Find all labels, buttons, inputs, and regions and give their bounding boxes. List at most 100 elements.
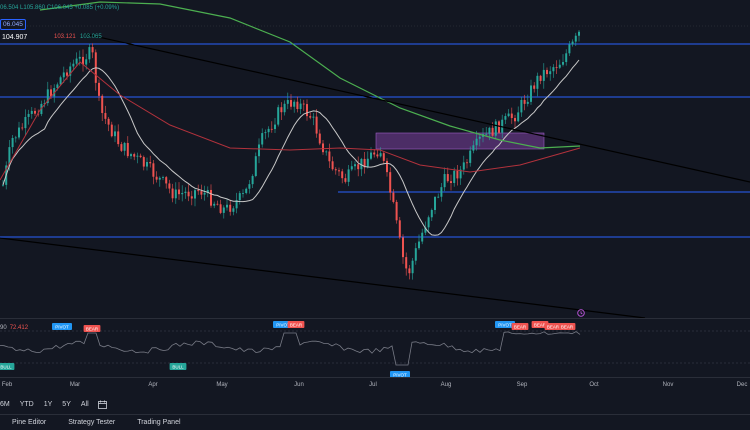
candle-body: [130, 154, 132, 157]
candle-body: [149, 162, 152, 164]
candle-body: [526, 101, 529, 104]
pane-separator[interactable]: [0, 318, 750, 319]
candle-body: [357, 164, 360, 170]
candle-body: [117, 131, 120, 145]
candle-body: [574, 35, 577, 42]
candle-body: [328, 151, 331, 162]
sma-mid-line: [0, 61, 581, 181]
x-tick-label: May: [216, 382, 228, 388]
candle-body: [360, 158, 363, 170]
timeframe-5y-button[interactable]: 5Y: [62, 400, 71, 408]
candle-body: [411, 260, 414, 274]
price-chart[interactable]: [0, 0, 750, 318]
candle-body: [542, 69, 545, 81]
alert-clock-icon[interactable]: [577, 309, 585, 317]
candle-body: [24, 116, 27, 129]
candle-body: [466, 162, 468, 164]
candle-body: [136, 155, 139, 157]
candle-body: [514, 118, 516, 122]
candle-body: [549, 71, 552, 75]
oscillator-marker-label: PIVOT: [393, 373, 407, 378]
candle-body: [18, 127, 20, 138]
candle-body: [187, 191, 190, 197]
candle-body: [379, 153, 382, 157]
supply-zone-box: [375, 132, 545, 150]
time-axis[interactable]: Feb Mar Apr May Jun Jul Aug Sep Oct Nov …: [0, 377, 750, 393]
candle-body: [98, 82, 100, 96]
candle-body: [210, 189, 212, 206]
oscillator-line: [0, 331, 581, 366]
candle-body: [75, 58, 78, 64]
oscillator-marker-label: PIVOT: [498, 323, 512, 328]
timeframe-ytd-button[interactable]: YTD: [19, 400, 34, 408]
candle-body: [533, 85, 536, 89]
candle-body: [382, 153, 385, 161]
candle-body: [472, 145, 475, 151]
oscillator-marker-badge: BEAR: [558, 323, 576, 330]
timeframe-bar: 6M YTD 1Y 5Y All: [0, 397, 108, 411]
candle-body: [142, 157, 145, 167]
candle-body: [171, 188, 174, 199]
candle-body: [392, 192, 395, 202]
price-tag-level: 06.045: [0, 19, 26, 30]
candle-body: [299, 103, 302, 110]
candle-body: [155, 176, 158, 180]
timeframe-6m-button[interactable]: 6M: [0, 400, 10, 408]
candle-body: [347, 169, 350, 182]
candle-body: [283, 103, 286, 113]
candle-body: [565, 53, 568, 63]
x-tick-label: Nov: [662, 382, 674, 388]
candle-body: [302, 103, 305, 105]
candle-body: [430, 209, 433, 218]
candle-body: [50, 89, 52, 97]
tab-trading-panel[interactable]: Trading Panel: [137, 419, 181, 426]
candle-body: [30, 110, 33, 114]
candle-body: [309, 116, 312, 118]
candle-body: [120, 144, 123, 151]
x-tick-label: Aug: [440, 382, 452, 388]
candle-body: [398, 220, 401, 238]
oscillator-marker-badge: PIVOT: [495, 321, 515, 328]
candle-body: [408, 268, 411, 274]
candle-body: [488, 127, 491, 134]
candle-body: [376, 154, 379, 157]
candle-body: [267, 128, 270, 133]
candle-body: [354, 164, 356, 167]
oscillator-marker-badge: BEAR: [83, 325, 101, 332]
candle-body: [232, 208, 235, 212]
candle-body: [14, 137, 17, 139]
tab-strategy-tester[interactable]: Strategy Tester: [68, 419, 116, 426]
oscillator-marker-badge: BEAR: [531, 321, 549, 328]
candle-body: [578, 31, 580, 36]
candle-body: [152, 163, 155, 177]
candle-body: [11, 138, 14, 148]
candle-body: [274, 124, 276, 130]
candle-body: [421, 232, 424, 242]
calendar-range-icon[interactable]: [98, 399, 108, 409]
timeframe-all-button[interactable]: All: [80, 400, 89, 408]
candle-body: [235, 200, 238, 209]
candle-body: [200, 191, 203, 195]
candle-body: [350, 166, 353, 170]
candle-body: [331, 161, 334, 170]
oscillator-marker-label: BULL: [0, 365, 12, 370]
sma-fast-line: [2, 59, 580, 236]
candle-body: [325, 151, 328, 153]
candle-body: [229, 204, 232, 212]
candle-body: [59, 77, 62, 85]
candle-body: [206, 189, 209, 193]
candle-body: [405, 257, 408, 269]
price-tag-sma-mid: 103.121: [54, 34, 76, 40]
oscillator-marker-label: BULL: [172, 365, 184, 370]
candle-body: [222, 207, 225, 213]
timeframe-1y-button[interactable]: 1Y: [43, 400, 53, 408]
candle-body: [184, 191, 187, 193]
candle-body: [437, 196, 440, 198]
candle-body: [181, 192, 184, 195]
price-tag-sma-slow: 103.065: [80, 34, 102, 40]
candle-body: [219, 204, 222, 213]
tab-pine-editor[interactable]: Pine Editor: [12, 419, 47, 426]
x-tick-label: Sep: [516, 382, 528, 388]
candle-body: [478, 136, 481, 139]
